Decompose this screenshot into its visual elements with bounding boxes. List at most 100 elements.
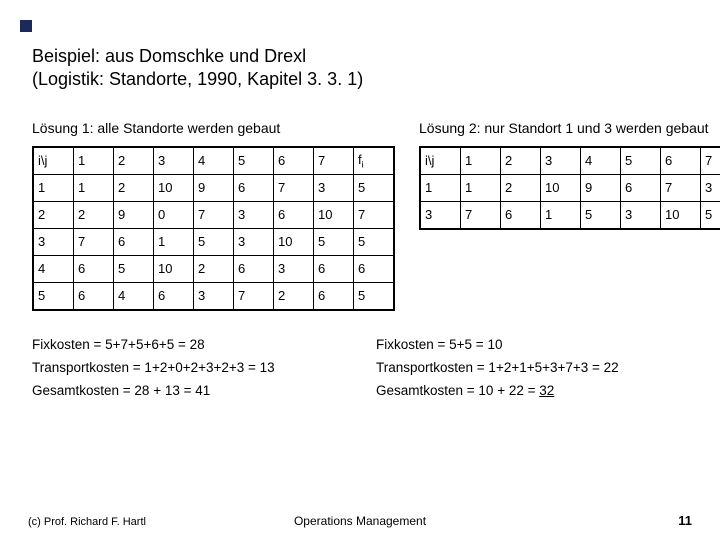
right-gesamtkosten: Gesamtkosten = 10 + 22 = 32	[376, 383, 619, 398]
right-fixkosten: Fixkosten = 5+5 = 10	[376, 337, 619, 352]
table-cell: 7	[354, 201, 395, 228]
left-transportkosten: Transportkosten = 1+2+0+2+3+2+3 = 13	[32, 360, 352, 375]
table-cell: 10	[154, 255, 194, 282]
table-cell: 9	[114, 201, 154, 228]
table-cell: 7	[661, 174, 701, 201]
table-cell: 6	[274, 201, 314, 228]
table-cell: 10	[314, 201, 354, 228]
footer-center: Operations Management	[294, 514, 426, 528]
table-cell: 1	[461, 174, 501, 201]
header-cell: 4	[194, 147, 234, 175]
header-cell: 4	[581, 147, 621, 175]
table-cell: 2	[194, 255, 234, 282]
table-cell: 10	[661, 201, 701, 229]
table-cell: 2	[274, 282, 314, 310]
table-cell: 6	[314, 282, 354, 310]
columns: Lösung 1: alle Standorte werden gebaut i…	[32, 120, 690, 325]
table-cell: 6	[154, 282, 194, 310]
table-cell: 7	[234, 282, 274, 310]
left-table: i\j1234567fi1121096735229073610737615310…	[32, 146, 395, 311]
header-cell: 5	[621, 147, 661, 175]
table-cell: 2	[114, 174, 154, 201]
table-cell: 4	[114, 282, 154, 310]
table-cell: 3	[621, 201, 661, 229]
title-line2: (Logistik: Standorte, 1990, Kapitel 3. 3…	[32, 69, 363, 89]
table-cell: 1	[33, 174, 74, 201]
left-caption: Lösung 1: alle Standorte werden gebaut	[32, 120, 395, 136]
table-cell: 5	[354, 174, 395, 201]
table-cell: 5	[354, 228, 395, 255]
table-cell: 5	[33, 282, 74, 310]
footer: (c) Prof. Richard F. Hartl Operations Ma…	[0, 513, 720, 528]
header-cell: 6	[661, 147, 701, 175]
header-cell: 3	[541, 147, 581, 175]
table-cell: 2	[501, 174, 541, 201]
table-cell: 6	[354, 255, 395, 282]
table-cell: 3	[314, 174, 354, 201]
table-cell: 3	[420, 201, 461, 229]
table-cell: 7	[461, 201, 501, 229]
table-cell: 1	[420, 174, 461, 201]
table-cell: 3	[194, 282, 234, 310]
slide-title: Beispiel: aus Domschke und Drexl (Logist…	[32, 45, 690, 92]
table-cell: 10	[154, 174, 194, 201]
header-cell: 7	[314, 147, 354, 175]
title-line1: Beispiel: aus Domschke und Drexl	[32, 46, 306, 66]
table-cell: 3	[234, 228, 274, 255]
header-cell: 1	[461, 147, 501, 175]
left-costs: Fixkosten = 5+7+5+6+5 = 28 Transportkost…	[32, 329, 352, 406]
table-cell: 6	[234, 174, 274, 201]
table-cell: 3	[274, 255, 314, 282]
right-table: i\j1234567fi11210967353761531055	[419, 146, 720, 230]
footer-author: (c) Prof. Richard F. Hartl	[28, 516, 146, 528]
left-gesamtkosten: Gesamtkosten = 28 + 13 = 41	[32, 383, 352, 398]
header-cell: i\j	[420, 147, 461, 175]
left-column: Lösung 1: alle Standorte werden gebaut i…	[32, 120, 395, 325]
table-cell: 6	[74, 255, 114, 282]
table-cell: 1	[154, 228, 194, 255]
table-cell: 3	[33, 228, 74, 255]
footer-page: 11	[678, 513, 692, 528]
table-cell: 6	[314, 255, 354, 282]
table-cell: 4	[33, 255, 74, 282]
table-cell: 5	[314, 228, 354, 255]
table-cell: 2	[33, 201, 74, 228]
table-cell: 3	[234, 201, 274, 228]
table-cell: 6	[114, 228, 154, 255]
table-cell: 0	[154, 201, 194, 228]
table-cell: 5	[354, 282, 395, 310]
table-cell: 2	[74, 201, 114, 228]
header-cell: 6	[274, 147, 314, 175]
header-cell: 7	[701, 147, 720, 175]
table-cell: 5	[194, 228, 234, 255]
table-cell: 5	[701, 201, 720, 229]
slide-content: Beispiel: aus Domschke und Drexl (Logist…	[0, 0, 720, 406]
right-column: Lösung 2: nur Standort 1 und 3 werden ge…	[419, 120, 720, 325]
header-cell: 1	[74, 147, 114, 175]
header-cell: i\j	[33, 147, 74, 175]
header-cell: 3	[154, 147, 194, 175]
cost-columns: Fixkosten = 5+7+5+6+5 = 28 Transportkost…	[32, 329, 690, 406]
table-cell: 7	[194, 201, 234, 228]
table-cell: 9	[581, 174, 621, 201]
right-costs: Fixkosten = 5+5 = 10 Transportkosten = 1…	[376, 329, 619, 406]
header-cell-f: fi	[354, 147, 395, 175]
right-caption: Lösung 2: nur Standort 1 und 3 werden ge…	[419, 120, 720, 136]
table-cell: 7	[274, 174, 314, 201]
table-cell: 7	[74, 228, 114, 255]
table-cell: 6	[74, 282, 114, 310]
left-fixkosten: Fixkosten = 5+7+5+6+5 = 28	[32, 337, 352, 352]
table-cell: 10	[541, 174, 581, 201]
table-cell: 1	[74, 174, 114, 201]
table-cell: 6	[234, 255, 274, 282]
table-cell: 10	[274, 228, 314, 255]
table-cell: 3	[701, 174, 720, 201]
header-cell: 2	[501, 147, 541, 175]
table-cell: 5	[581, 201, 621, 229]
table-cell: 6	[621, 174, 661, 201]
header-cell: 5	[234, 147, 274, 175]
right-transportkosten: Transportkosten = 1+2+1+5+3+7+3 = 22	[376, 360, 619, 375]
table-cell: 6	[501, 201, 541, 229]
table-cell: 5	[114, 255, 154, 282]
accent-square	[20, 20, 32, 32]
